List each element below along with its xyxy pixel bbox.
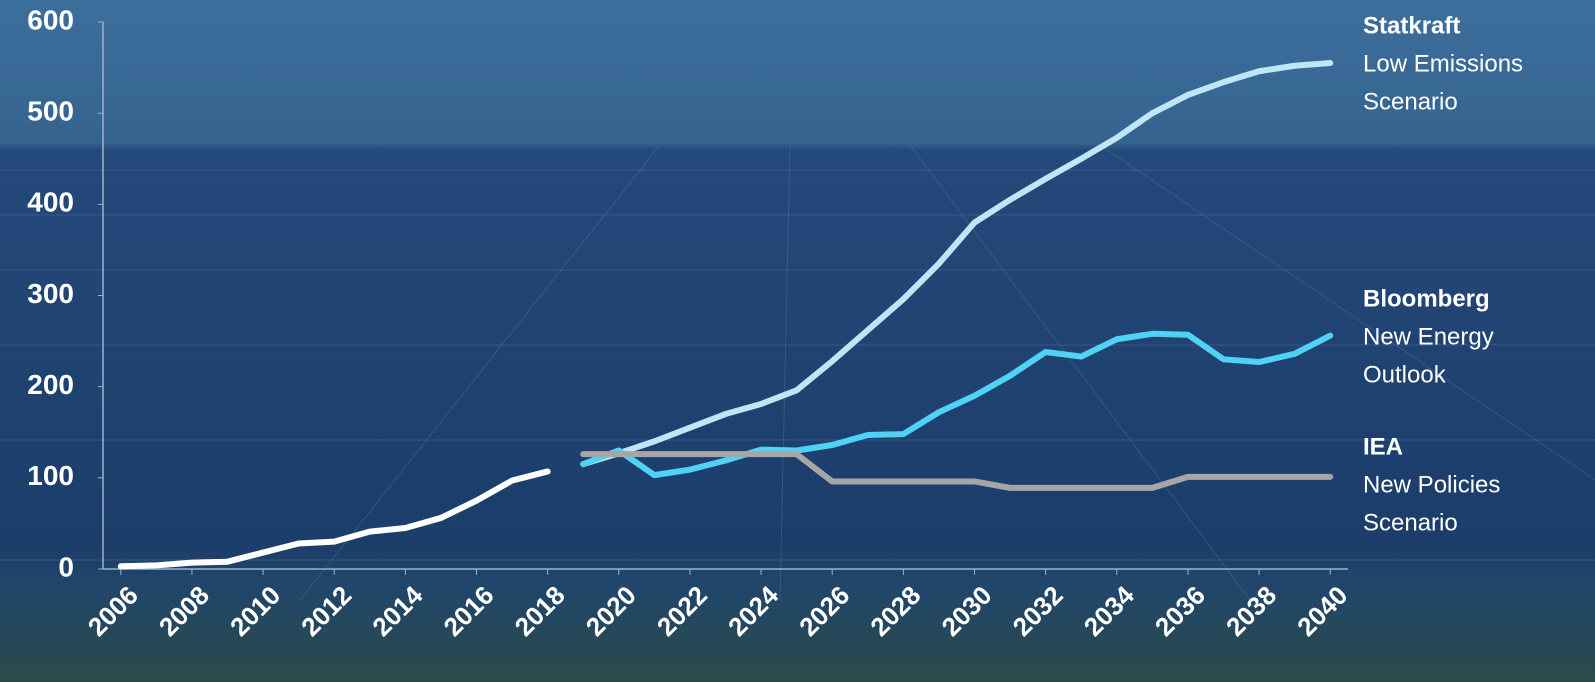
legend-description: Outlook [1363,361,1447,388]
legend-description: New Energy [1363,323,1494,350]
legend-title: IEA [1363,433,1403,460]
y-tick-label: 500 [27,96,74,127]
legend-title: Bloomberg [1363,285,1490,312]
series-line [580,60,1334,468]
legend-description: Scenario [1363,88,1458,115]
y-tick-label: 300 [27,278,74,309]
panel-pattern [0,144,1595,601]
legend-description: New Policies [1363,471,1500,498]
series-line [580,451,1334,491]
y-tick-label: 200 [27,369,74,400]
series-line [580,330,1334,479]
y-tick-label: 0 [58,551,74,582]
series-line [117,468,551,570]
legend-title: Statkraft [1363,12,1460,39]
legend-description: Scenario [1363,509,1458,536]
y-tick-label: 400 [27,187,74,218]
y-tick-label: 100 [27,460,74,491]
legend-description: Low Emissions [1363,50,1523,77]
y-tick-label: 600 [27,4,74,35]
